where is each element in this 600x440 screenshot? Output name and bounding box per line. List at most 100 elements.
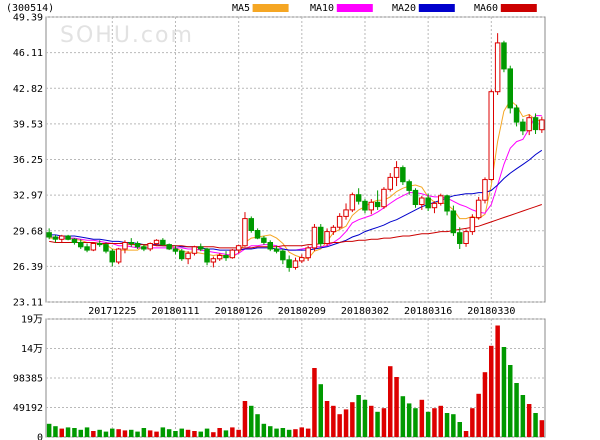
candle-body (343, 209, 349, 217)
candle-body (374, 201, 381, 208)
candle (457, 227, 463, 249)
volume-bar (318, 384, 323, 437)
legend-swatch (500, 4, 537, 12)
candle-body (153, 239, 160, 245)
date-tick-label: 20171225 (88, 306, 136, 317)
volume-bar (520, 395, 526, 437)
candle-body (254, 230, 261, 239)
date-tick-label: 20180111 (151, 306, 199, 317)
volume-bar (413, 408, 418, 437)
candle-body (160, 239, 166, 246)
candle-body (475, 199, 482, 219)
price-tick-label: 42.82 (13, 84, 43, 95)
volume-bar (324, 401, 330, 437)
candle (84, 243, 90, 253)
candle (46, 228, 52, 240)
candle-body (318, 226, 324, 245)
candle (463, 229, 469, 247)
candle-body (336, 215, 343, 228)
volume-bar (451, 414, 456, 437)
candle-body (507, 68, 513, 109)
volume-bar (147, 430, 153, 437)
candle-body (179, 250, 185, 260)
candle-body (299, 257, 305, 262)
candle (59, 234, 65, 243)
candle (349, 192, 356, 213)
candle-body (267, 242, 273, 250)
volume-bar (514, 383, 519, 437)
chart-header: (300514) MA5 MA10 MA20 MA60 (6, 3, 537, 14)
candle-body (482, 179, 488, 201)
candle-body (469, 217, 476, 233)
candle-body (191, 246, 198, 254)
candle-body (103, 244, 109, 252)
volume-bar (255, 414, 260, 437)
candle-body (273, 248, 280, 252)
volume-bar (122, 430, 128, 437)
volume-bar (369, 405, 374, 437)
candle (254, 228, 261, 240)
candle-body (387, 176, 393, 190)
candle (393, 161, 400, 187)
legend-label: MA5 (232, 3, 250, 14)
candle (52, 234, 59, 243)
volume-bar (223, 430, 229, 437)
candle-body (65, 235, 71, 240)
candle-body (292, 260, 299, 268)
volume-bar (470, 408, 475, 437)
candle-body (52, 236, 59, 240)
volume-bar (356, 395, 361, 437)
volume-bar (230, 427, 235, 437)
candle (311, 224, 318, 252)
stock-code: (300514) (6, 3, 54, 14)
legend-label: MA10 (310, 3, 334, 14)
volume-bar (293, 429, 298, 437)
volume-bar (343, 409, 349, 437)
candle-body (501, 42, 507, 70)
candle (362, 199, 368, 214)
volume-bar (350, 402, 355, 437)
candle-body (438, 195, 444, 204)
candle-body (412, 189, 419, 205)
volume-bar (274, 428, 279, 437)
candle-body (128, 242, 134, 245)
candle-body (324, 231, 330, 245)
volume-tick-label: 49192 (13, 403, 43, 414)
candle (501, 40, 507, 73)
volume-tick-label: 98385 (13, 374, 43, 385)
volume-bar (482, 372, 488, 437)
date-axis: 20171225 20180111 20180126 20180209 20180302… (88, 306, 515, 317)
candle (267, 240, 273, 252)
candle (475, 196, 482, 220)
candle (109, 248, 115, 267)
candle (185, 251, 191, 265)
date-tick-label: 20180316 (404, 306, 452, 317)
volume-bar (268, 426, 273, 437)
candle (539, 116, 545, 133)
candle (242, 212, 248, 247)
candle-body (210, 258, 217, 263)
volume-bar (141, 428, 147, 437)
volume-bar (533, 413, 538, 437)
candle (65, 234, 71, 241)
volume-bar (192, 431, 197, 437)
candle-body (122, 242, 128, 250)
volume-bar (173, 431, 178, 437)
volume-bars (46, 325, 545, 437)
price-tick-label: 49.39 (13, 13, 43, 24)
volume-bar (116, 429, 121, 437)
candle (191, 245, 198, 256)
candle-body (532, 117, 539, 131)
candle-body (311, 226, 318, 249)
candle-body (185, 252, 191, 260)
price-tick-label: 29.68 (13, 226, 43, 237)
candle (482, 177, 488, 204)
candle-body (406, 181, 412, 191)
volume-bar (59, 428, 64, 437)
candle-body (494, 42, 501, 93)
candle (103, 242, 109, 254)
volume-bar (432, 408, 437, 437)
candle-body (172, 248, 179, 252)
candle-body (349, 194, 356, 211)
volume-bar (331, 405, 336, 437)
